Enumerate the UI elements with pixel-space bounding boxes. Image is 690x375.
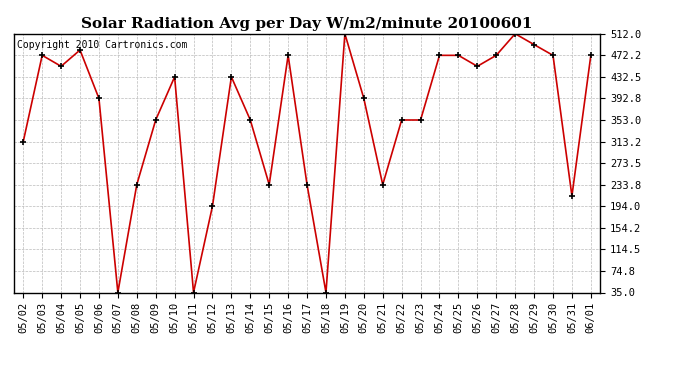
Text: Copyright 2010 Cartronics.com: Copyright 2010 Cartronics.com [17, 40, 187, 50]
Title: Solar Radiation Avg per Day W/m2/minute 20100601: Solar Radiation Avg per Day W/m2/minute … [81, 17, 533, 31]
